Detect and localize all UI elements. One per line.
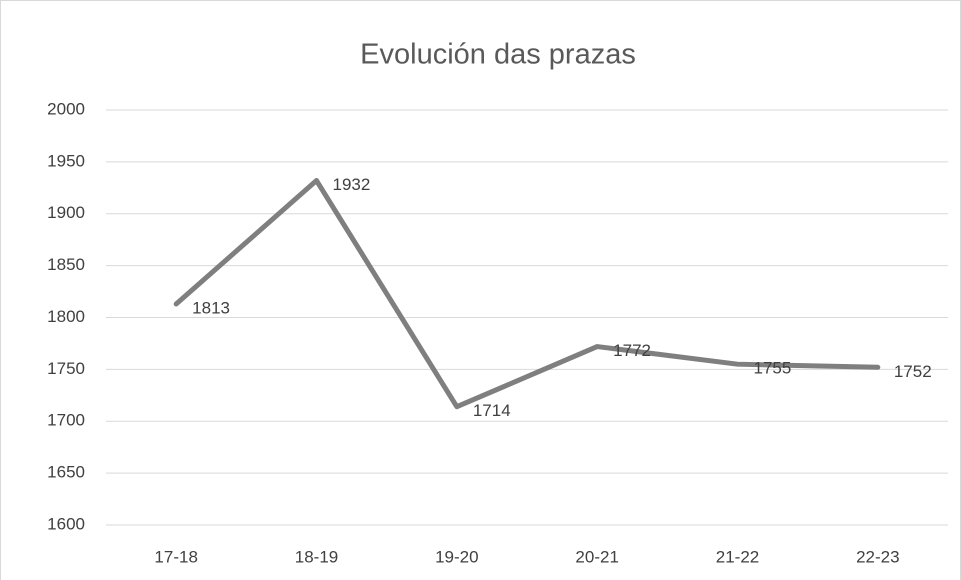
- x-tick-label: 20-21: [575, 547, 618, 566]
- data-label: 1932: [333, 175, 371, 194]
- chart-title: Evolución das prazas: [360, 39, 636, 71]
- y-tick-label: 1900: [47, 203, 85, 222]
- data-label: 1772: [613, 341, 651, 360]
- y-tick-label: 1800: [47, 307, 85, 326]
- x-tick-label: 17-18: [154, 547, 197, 566]
- y-tick-label: 1950: [47, 151, 85, 170]
- data-label: 1813: [192, 298, 230, 317]
- x-tick-label: 18-19: [295, 547, 338, 566]
- y-tick-label: 1650: [47, 463, 85, 482]
- data-label: 1714: [473, 401, 511, 420]
- y-tick-label: 2000: [47, 99, 85, 118]
- x-tick-label: 19-20: [435, 547, 478, 566]
- y-tick-label: 1750: [47, 359, 85, 378]
- x-tick-label: 22-23: [856, 547, 899, 566]
- line: [173, 178, 881, 410]
- y-tick-label: 1600: [47, 514, 85, 533]
- y-tick-label: 1700: [47, 411, 85, 430]
- x-tick-label: 21-22: [716, 547, 759, 566]
- y-tick-label: 1850: [47, 255, 85, 274]
- data-label: 1755: [754, 359, 792, 378]
- data-label: 1752: [894, 362, 932, 381]
